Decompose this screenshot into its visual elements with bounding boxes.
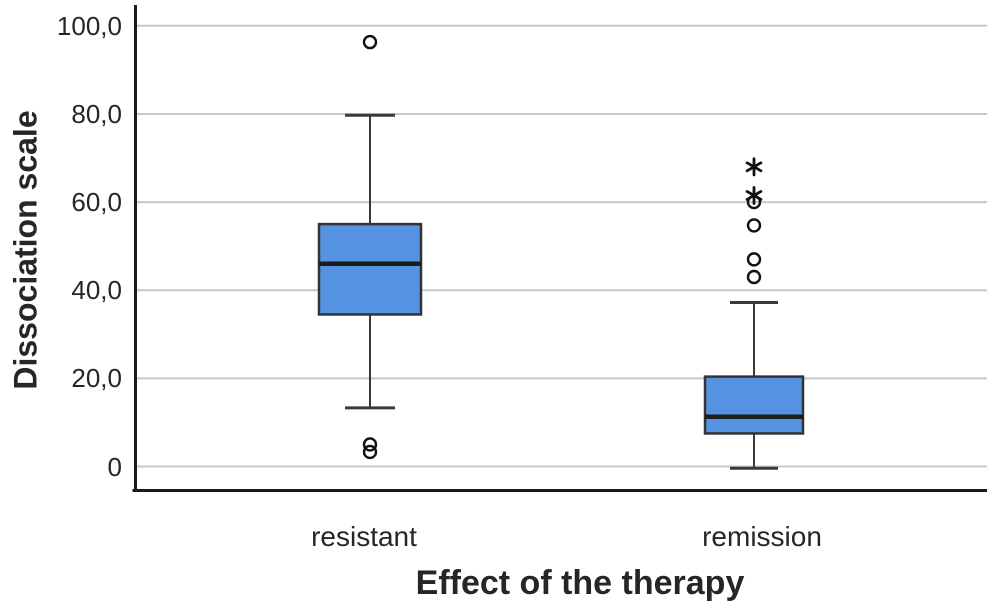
y-tick-label: 80,0 bbox=[71, 98, 122, 129]
outlier-circle-remission bbox=[746, 218, 762, 233]
outlier-circle-resistant bbox=[362, 437, 378, 452]
box-resistant bbox=[317, 222, 423, 316]
outlier-circle-resistant bbox=[362, 34, 378, 50]
extreme-outlier-asterisk-remission bbox=[745, 161, 763, 173]
y-tick-label: 20,0 bbox=[71, 363, 122, 394]
y-tick-label: 100,0 bbox=[56, 10, 122, 41]
y-tick-label: 60,0 bbox=[71, 187, 122, 218]
x-axis-title: Effect of the therapy bbox=[415, 564, 745, 602]
extreme-outlier-asterisk-remission bbox=[745, 190, 763, 201]
outlier-circle-resistant bbox=[362, 444, 378, 460]
y-tick-label: 0 bbox=[107, 451, 122, 482]
x-category-label-remission: remission bbox=[702, 521, 822, 552]
outlier-circle-remission bbox=[746, 269, 762, 285]
x-category-label-resistant: resistant bbox=[311, 521, 417, 552]
y-tick-label: 40,0 bbox=[71, 275, 122, 306]
y-axis-title: Dissociation scale bbox=[7, 110, 44, 390]
box-remission bbox=[703, 375, 805, 435]
outlier-circle-remission bbox=[746, 252, 762, 267]
